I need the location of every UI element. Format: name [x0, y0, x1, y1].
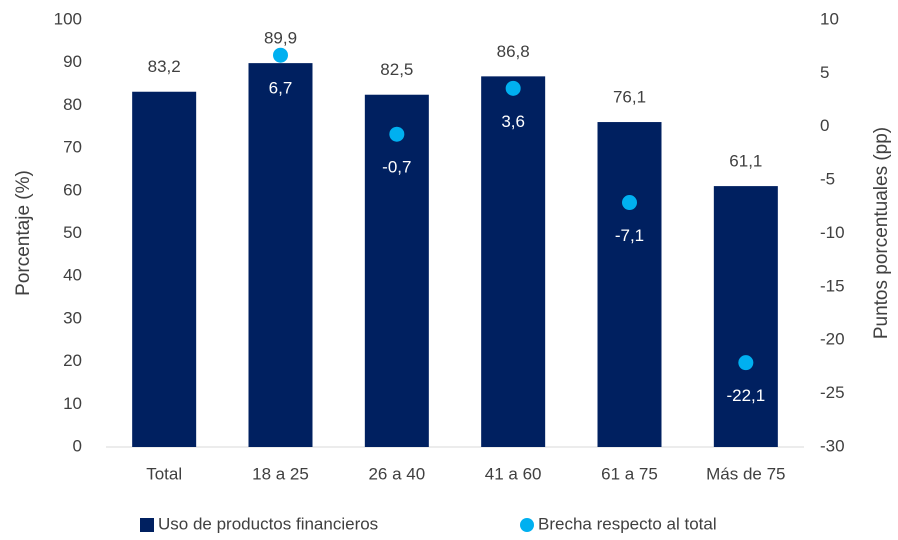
y2-tick-label: -30 — [820, 436, 845, 455]
point — [622, 195, 637, 211]
point — [505, 80, 521, 96]
y2-tick-label: -5 — [820, 170, 835, 189]
bar — [713, 186, 778, 447]
y-tick-label: 100 — [54, 9, 82, 28]
x-tick-label: Total — [146, 464, 182, 483]
bar — [597, 122, 662, 447]
y-tick-label: 40 — [63, 266, 82, 285]
y2-tick-label: 0 — [820, 116, 829, 135]
y2-tick-label: -25 — [820, 383, 845, 402]
point-label: 3,6 — [501, 112, 525, 131]
bar — [248, 63, 313, 447]
y-tick-label: 60 — [63, 180, 82, 199]
point-label: 6,7 — [269, 79, 293, 98]
x-tick-label: 61 a 75 — [601, 464, 658, 483]
point-label: -7,1 — [615, 226, 644, 245]
bar-label: 86,8 — [497, 42, 530, 61]
point — [389, 126, 405, 142]
bar-label: 61,1 — [729, 152, 762, 171]
point-label: -22,1 — [726, 386, 765, 405]
point-label: -0,7 — [382, 158, 411, 177]
y-tick-label: 30 — [63, 308, 82, 327]
bar-label: 83,2 — [148, 57, 181, 76]
y2-tick-label: 5 — [820, 63, 829, 82]
bar-label: 76,1 — [613, 88, 646, 107]
point — [738, 355, 754, 371]
point — [273, 47, 288, 63]
y2-tick-label: -20 — [820, 330, 845, 349]
legend-swatch — [140, 518, 154, 532]
legend-label: Brecha respecto al total — [538, 514, 717, 533]
bar-label: 89,9 — [264, 29, 297, 48]
y2-tick-label: -15 — [820, 276, 845, 295]
bar-label: 82,5 — [380, 60, 413, 79]
y-axis-title: Porcentaje (%) — [13, 170, 34, 296]
legend-label: Uso de productos financieros — [158, 514, 378, 533]
y-tick-label: 0 — [73, 436, 82, 455]
x-tick-label: 26 a 40 — [368, 464, 425, 483]
y2-axis-title: Puntos porcentuales (pp) — [871, 127, 892, 339]
y-tick-label: 50 — [63, 223, 82, 242]
bar — [364, 94, 429, 447]
y-tick-label: 20 — [63, 351, 82, 370]
y2-tick-label: 10 — [820, 9, 839, 28]
bar — [132, 91, 197, 448]
bar — [481, 76, 546, 447]
y2-tick-label: -10 — [820, 223, 845, 242]
y-tick-label: 70 — [63, 138, 82, 157]
y-tick-label: 90 — [63, 52, 82, 71]
legend-swatch — [520, 518, 534, 532]
x-tick-label: 18 a 25 — [252, 464, 309, 483]
x-tick-label: Más de 75 — [706, 464, 785, 483]
x-tick-label: 41 a 60 — [485, 464, 542, 483]
y-tick-label: 10 — [63, 394, 82, 413]
y-tick-label: 80 — [63, 95, 82, 114]
